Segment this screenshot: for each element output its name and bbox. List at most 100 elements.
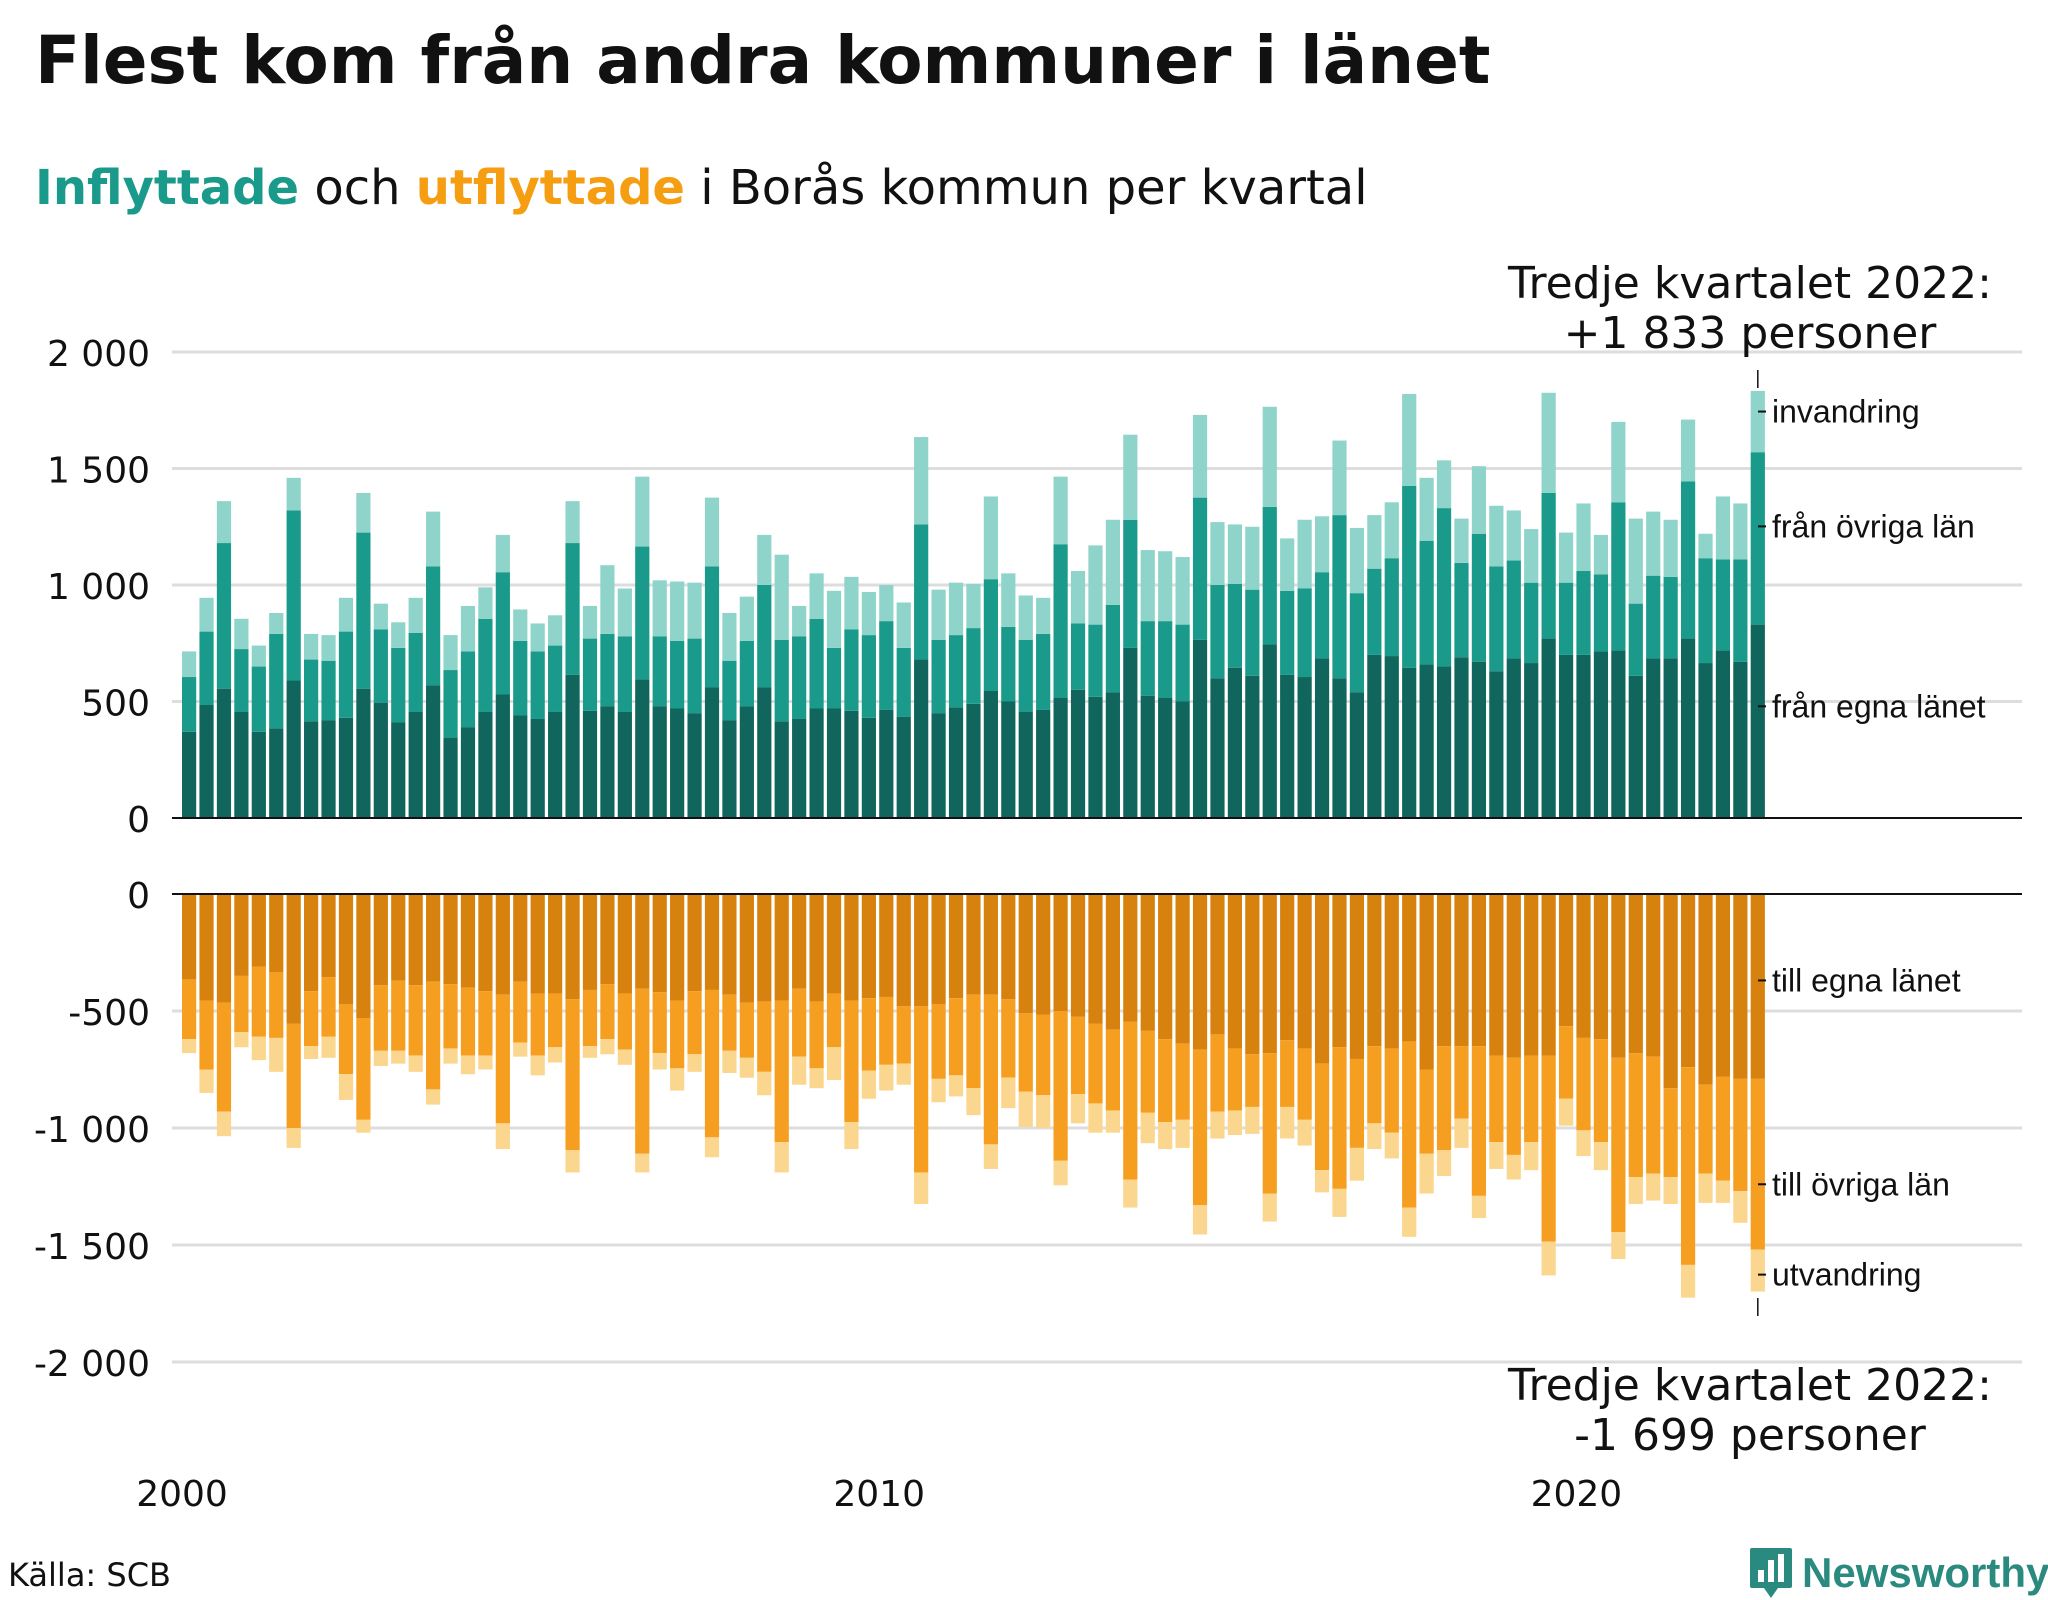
bar-in-other-county bbox=[182, 677, 197, 732]
series-label: till övriga län bbox=[1772, 1166, 1950, 1202]
bar-in-immigration bbox=[704, 497, 720, 567]
bar-in-immigration bbox=[1192, 414, 1208, 498]
bar-in-other-county bbox=[513, 640, 528, 716]
bar-in-other-county bbox=[948, 635, 964, 708]
bar-in-other-county bbox=[286, 510, 301, 681]
bar-out-other-county bbox=[1733, 1078, 1748, 1192]
bar-in-other-county bbox=[1715, 559, 1731, 651]
bar-in-own-county bbox=[1140, 695, 1155, 818]
bar-out-other-county bbox=[1175, 1043, 1190, 1120]
bar-in-immigration bbox=[1349, 527, 1365, 594]
bar-in-other-county bbox=[1541, 492, 1556, 639]
bar-in-own-county bbox=[896, 716, 911, 818]
bar-in-other-county bbox=[1018, 639, 1033, 712]
newsworthy-logo[interactable]: Newsworthy bbox=[1748, 1546, 2048, 1600]
bar-chart-icon bbox=[1750, 1548, 1792, 1598]
y-tick-label-top: 1 500 bbox=[47, 451, 150, 492]
bar-in-own-county bbox=[1105, 692, 1120, 818]
bar-out-other-county bbox=[1280, 1040, 1295, 1107]
bar-out-other-county bbox=[1611, 1057, 1626, 1233]
bar-out-other-county bbox=[1158, 1039, 1173, 1123]
bar-out-own-county bbox=[1175, 894, 1190, 1044]
bar-out-emigration bbox=[182, 1039, 197, 1054]
bar-in-own-county bbox=[530, 718, 545, 818]
bar-in-other-county bbox=[1070, 623, 1086, 690]
bar-out-emigration bbox=[1524, 1142, 1539, 1171]
bar-out-emigration bbox=[269, 1037, 284, 1072]
bar-in-own-county bbox=[321, 720, 336, 818]
bar-out-own-county bbox=[373, 894, 388, 986]
bar-out-other-county bbox=[1018, 1013, 1033, 1092]
bar-in-own-county bbox=[1471, 661, 1487, 818]
bar-out-own-county bbox=[1576, 894, 1591, 1038]
bar-out-other-county bbox=[600, 984, 615, 1040]
bar-out-other-county bbox=[234, 975, 249, 1033]
bar-in-own-county bbox=[739, 706, 754, 818]
bar-out-own-county bbox=[1349, 894, 1365, 1059]
bar-out-other-county bbox=[1192, 1049, 1208, 1206]
bar-out-own-county bbox=[1750, 894, 1765, 1079]
top-gridlines: 0 500 1 000 1 500 2 000 bbox=[47, 334, 2022, 841]
series-labels: från egna länet från övriga län invandring… bbox=[1758, 394, 1986, 1293]
bar-in-own-county bbox=[1541, 638, 1556, 818]
annotation-bottom-line1: Tredje kvartalet 2022: bbox=[1507, 1360, 1992, 1411]
bar-in-other-county bbox=[1245, 589, 1260, 676]
bar-in-own-county bbox=[443, 737, 458, 818]
bar-in-own-county bbox=[182, 731, 197, 818]
bar-in-immigration bbox=[373, 603, 388, 630]
bar-in-other-county bbox=[1419, 540, 1434, 665]
bar-in-immigration bbox=[1262, 406, 1277, 507]
bar-out-emigration bbox=[1384, 1132, 1399, 1159]
bar-in-immigration bbox=[617, 588, 632, 637]
bar-out-emigration bbox=[914, 1172, 929, 1205]
bar-in-other-county bbox=[966, 628, 981, 704]
bar-out-other-county bbox=[1332, 1047, 1347, 1189]
bar-out-own-county bbox=[1715, 894, 1731, 1077]
bar-out-other-county bbox=[1070, 1016, 1086, 1095]
bar-in-immigration bbox=[478, 587, 493, 619]
bar-out-own-county bbox=[966, 894, 981, 995]
chart-subtitle: Inflyttade och utflyttade i Borås kommun… bbox=[35, 160, 1368, 216]
bar-out-other-county bbox=[826, 993, 842, 1048]
bar-out-emigration bbox=[722, 1050, 737, 1074]
bar-out-emigration bbox=[565, 1150, 580, 1173]
bar-out-other-county bbox=[460, 987, 476, 1056]
bar-in-immigration bbox=[896, 602, 911, 648]
bar-in-immigration bbox=[670, 581, 685, 641]
bar-in-own-county bbox=[338, 717, 354, 818]
bar-out-emigration bbox=[757, 1071, 772, 1096]
bar-in-immigration bbox=[582, 605, 598, 639]
x-axis-ticks: 2000 2010 2020 bbox=[136, 1474, 1622, 1515]
bar-out-emigration bbox=[1018, 1091, 1033, 1127]
bar-out-emigration bbox=[1593, 1142, 1609, 1171]
bar-in-own-county bbox=[1036, 709, 1051, 818]
bar-in-other-county bbox=[460, 651, 476, 728]
annotation-top-line2: +1 833 personer bbox=[1564, 308, 1938, 359]
bar-out-other-county bbox=[931, 1003, 946, 1079]
bar-in-immigration bbox=[1541, 392, 1556, 493]
bar-out-own-county bbox=[1105, 894, 1120, 1030]
bar-out-own-county bbox=[495, 894, 510, 995]
bar-out-other-county bbox=[1262, 1053, 1277, 1194]
bar-in-own-county bbox=[234, 711, 249, 818]
bar-in-immigration bbox=[600, 565, 615, 634]
bar-out-emigration bbox=[600, 1039, 615, 1055]
bar-in-own-county bbox=[1750, 624, 1765, 818]
bar-out-emigration bbox=[1750, 1249, 1765, 1292]
bar-in-own-county bbox=[1158, 698, 1173, 818]
bar-in-own-county bbox=[1733, 661, 1748, 818]
bar-in-own-county bbox=[1227, 667, 1242, 818]
bar-out-other-county bbox=[1436, 1046, 1452, 1151]
bar-in-own-county bbox=[1245, 675, 1260, 818]
series-label: till egna länet bbox=[1772, 962, 1961, 998]
bar-out-other-county bbox=[443, 984, 458, 1049]
bar-in-immigration bbox=[1715, 496, 1731, 560]
bar-out-own-county bbox=[1018, 894, 1033, 1014]
bar-out-emigration bbox=[635, 1153, 650, 1173]
bar-in-own-county bbox=[1384, 656, 1399, 818]
bar-out-other-county bbox=[652, 992, 667, 1054]
bar-out-other-county bbox=[182, 979, 197, 1040]
bar-out-own-county bbox=[1489, 894, 1504, 1056]
bar-in-own-county bbox=[1402, 667, 1417, 818]
bar-in-immigration bbox=[1367, 515, 1382, 569]
